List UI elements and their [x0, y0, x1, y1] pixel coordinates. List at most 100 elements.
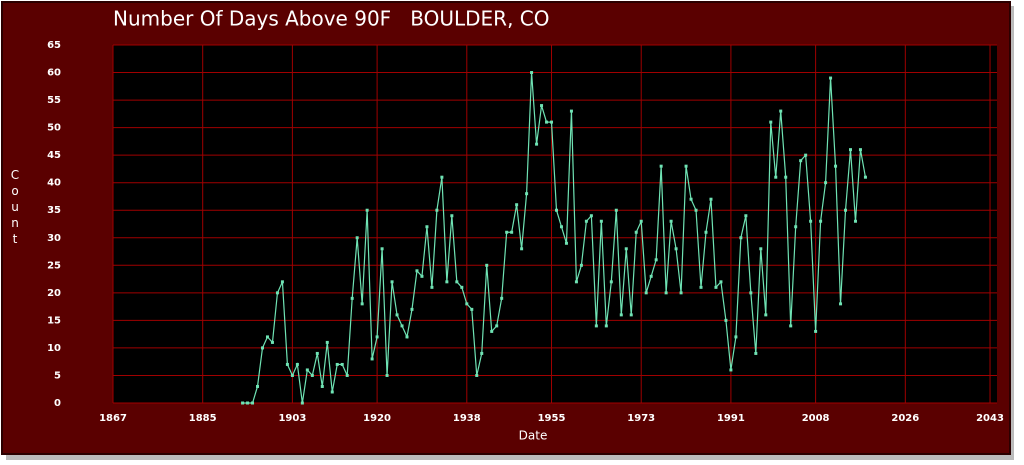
data-point — [809, 219, 813, 223]
data-point — [714, 285, 718, 289]
data-point — [335, 362, 339, 366]
data-point — [285, 362, 289, 366]
data-point — [829, 76, 833, 80]
data-point — [370, 357, 374, 361]
data-point — [550, 120, 554, 124]
x-tick-label: 1903 — [278, 413, 306, 424]
data-point — [530, 71, 534, 75]
data-point — [863, 175, 867, 179]
data-point — [649, 274, 653, 278]
data-point — [734, 335, 738, 339]
x-tick-label: 1973 — [627, 413, 655, 424]
data-point — [415, 269, 419, 273]
y-tick-label: 20 — [47, 288, 61, 299]
data-point — [310, 373, 314, 377]
data-point — [769, 120, 773, 124]
data-point — [744, 214, 748, 218]
data-point — [535, 142, 539, 146]
data-point — [554, 208, 558, 212]
data-point — [689, 197, 693, 201]
data-point — [774, 175, 778, 179]
data-point — [799, 159, 803, 163]
data-point — [814, 329, 818, 333]
data-point — [674, 247, 678, 251]
data-point — [280, 280, 284, 284]
data-point — [848, 148, 852, 152]
x-tick-label: 1955 — [538, 413, 566, 424]
data-point — [465, 302, 469, 306]
data-point — [275, 291, 279, 295]
data-point — [375, 335, 379, 339]
data-point — [764, 313, 768, 317]
data-point — [525, 192, 529, 196]
data-point — [824, 181, 828, 185]
data-point — [594, 324, 598, 328]
data-point — [265, 335, 269, 339]
data-line — [242, 72, 867, 404]
data-point — [455, 280, 459, 284]
x-tick-label: 2043 — [976, 413, 1004, 424]
data-point — [659, 164, 663, 168]
data-point — [320, 384, 324, 388]
data-point — [634, 230, 638, 234]
y-tick-label: 60 — [47, 68, 61, 79]
data-point — [405, 335, 409, 339]
data-point — [839, 302, 843, 306]
data-point — [559, 225, 563, 229]
data-point — [315, 351, 319, 355]
data-point — [779, 109, 783, 113]
data-point — [679, 291, 683, 295]
y-axis-label: Count — [8, 168, 22, 248]
data-point — [834, 164, 838, 168]
data-point — [709, 197, 713, 201]
data-point — [480, 351, 484, 355]
data-point — [569, 109, 573, 113]
y-tick-label: 65 — [47, 40, 61, 51]
data-point — [385, 373, 389, 377]
data-point — [295, 362, 299, 366]
data-point — [614, 208, 618, 212]
data-point — [639, 219, 643, 223]
data-point — [510, 230, 514, 234]
chart-title: Number Of Days Above 90F BOULDER, CO — [113, 7, 550, 31]
data-point — [270, 340, 274, 344]
data-point — [395, 313, 399, 317]
data-point — [520, 247, 524, 251]
data-point — [754, 351, 758, 355]
data-point — [440, 175, 444, 179]
data-point — [445, 280, 449, 284]
data-point — [355, 236, 359, 240]
data-point — [450, 214, 454, 218]
data-point — [256, 384, 260, 388]
data-point — [609, 280, 613, 284]
data-point — [694, 208, 698, 212]
data-point — [380, 247, 384, 251]
data-point — [654, 258, 658, 262]
data-point — [515, 203, 519, 207]
data-point — [584, 219, 588, 223]
data-point — [340, 362, 344, 366]
data-point — [400, 324, 404, 328]
data-point — [300, 401, 304, 405]
x-tick-label: 1920 — [363, 413, 391, 424]
data-point — [749, 291, 753, 295]
data-point — [241, 401, 245, 405]
x-tick-label: 2026 — [891, 413, 919, 424]
plot-area — [113, 45, 997, 403]
data-point — [495, 324, 499, 328]
y-tick-label: 45 — [47, 150, 61, 161]
data-point — [589, 214, 593, 218]
data-point — [505, 230, 509, 234]
data-point — [390, 280, 394, 284]
data-point — [360, 302, 364, 306]
data-point — [540, 104, 544, 108]
data-point — [624, 247, 628, 251]
x-tick-label: 1938 — [453, 413, 481, 424]
data-point — [425, 225, 429, 229]
y-tick-label: 30 — [47, 233, 61, 244]
data-point — [246, 401, 250, 405]
x-tick-label: 1885 — [189, 413, 217, 424]
data-point — [420, 274, 424, 278]
